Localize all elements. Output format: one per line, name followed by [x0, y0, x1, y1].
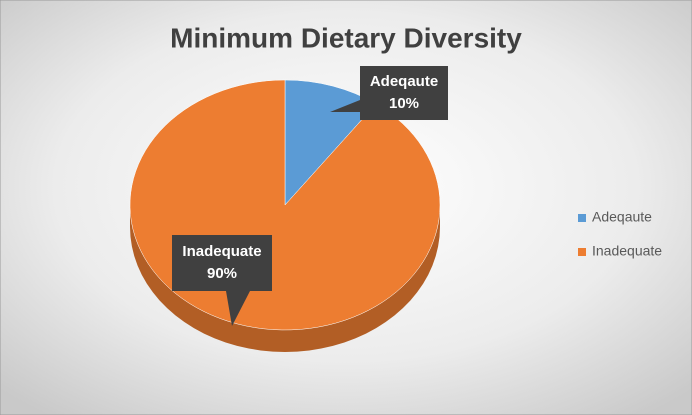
- label-callout: [226, 291, 250, 326]
- pie: [129, 79, 441, 352]
- legend-swatch: [578, 214, 586, 222]
- legend-label: Adeqaute: [592, 209, 652, 225]
- legend-swatch: [578, 248, 586, 256]
- data-labels: Adeqaute 10% Inadequate 90%: [172, 66, 448, 326]
- chart-title: Minimum Dietary Diversity: [170, 22, 522, 53]
- label-value: 10%: [389, 95, 419, 112]
- legend: Adeqaute Inadequate: [578, 209, 662, 259]
- label-value: 90%: [207, 265, 237, 282]
- label-box: [360, 66, 448, 120]
- pie-slice-side: [130, 205, 440, 352]
- legend-label: Inadequate: [592, 243, 662, 259]
- label-category: Inadequate: [182, 243, 261, 260]
- label-category: Adeqaute: [370, 73, 438, 90]
- label-box: [172, 235, 272, 291]
